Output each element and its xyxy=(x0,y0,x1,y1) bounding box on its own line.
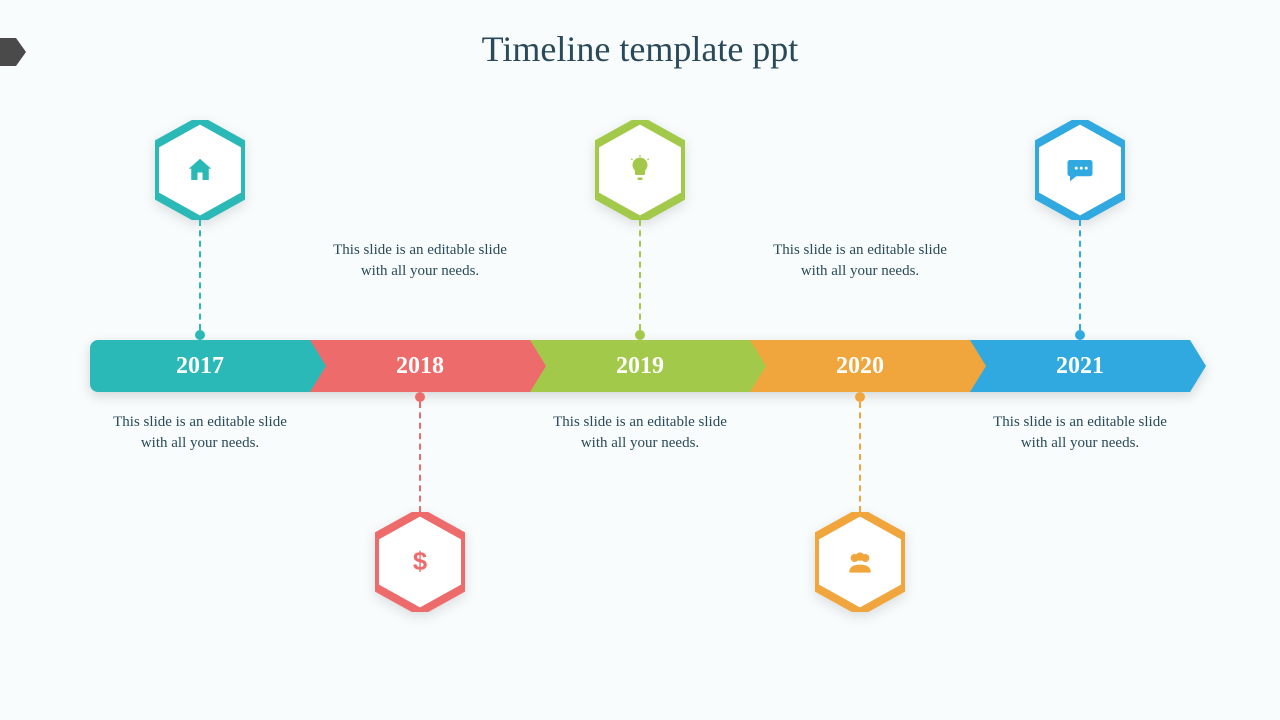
year-label: 2020 xyxy=(836,353,884,380)
year-segment: 2018 xyxy=(310,340,530,392)
hexagon xyxy=(155,120,245,220)
dollar-icon: $ xyxy=(400,542,440,582)
hexagon xyxy=(595,120,685,220)
hexagon xyxy=(1035,120,1125,220)
milestone-description: This slide is an editable slide with all… xyxy=(320,240,520,282)
year-bar: 2017 2018 2019 2020 2021 xyxy=(90,340,1190,392)
milestone-description: This slide is an editable slide with all… xyxy=(540,412,740,454)
home-icon xyxy=(180,150,220,190)
year-label: 2019 xyxy=(616,353,664,380)
milestone-description: This slide is an editable slide with all… xyxy=(100,412,300,454)
year-label: 2021 xyxy=(1056,353,1104,380)
users-icon xyxy=(840,542,880,582)
connector-line xyxy=(859,392,861,512)
slide-title: Timeline template ppt xyxy=(0,28,1280,70)
connector-line xyxy=(199,220,201,340)
connector-line xyxy=(419,392,421,512)
milestone-description: This slide is an editable slide with all… xyxy=(760,240,960,282)
year-segment: 2020 xyxy=(750,340,970,392)
timeline-stage: 2017 2018 2019 2020 2021 This slide is an ed… xyxy=(90,120,1190,680)
year-segment: 2021 xyxy=(970,340,1190,392)
hexagon: $ xyxy=(375,512,465,612)
svg-text:$: $ xyxy=(413,548,427,576)
milestone-description: This slide is an editable slide with all… xyxy=(980,412,1180,454)
year-segment: 2017 xyxy=(90,340,310,392)
connector-line xyxy=(639,220,641,340)
connector-line xyxy=(1079,220,1081,340)
bulb-icon xyxy=(620,150,660,190)
hexagon xyxy=(815,512,905,612)
chat-icon xyxy=(1060,150,1100,190)
year-segment: 2019 xyxy=(530,340,750,392)
year-label: 2018 xyxy=(396,353,444,380)
year-label: 2017 xyxy=(176,353,224,380)
